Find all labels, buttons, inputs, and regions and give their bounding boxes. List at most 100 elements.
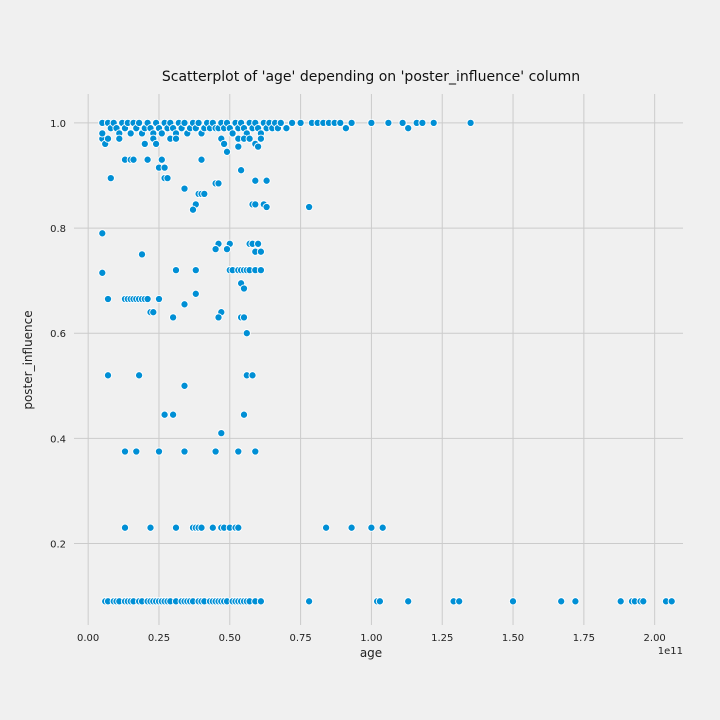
data-point [157, 155, 166, 164]
data-point [132, 447, 141, 456]
data-point [157, 129, 166, 138]
data-point [248, 371, 257, 380]
data-point [103, 294, 113, 304]
data-point [106, 174, 115, 183]
data-point [262, 202, 271, 212]
data-point [137, 250, 147, 259]
y-tick-label: 0.8 [50, 224, 66, 235]
x-axis-label: age [360, 646, 382, 660]
plot-area [74, 94, 683, 625]
data-point [103, 371, 113, 380]
data-point [103, 134, 113, 143]
x-tick-label: 1.00 [360, 633, 382, 644]
data-point [135, 371, 144, 380]
data-point [288, 118, 297, 127]
y-tick-label: 0.2 [50, 540, 66, 551]
data-point [262, 176, 271, 185]
data-point [171, 266, 181, 275]
data-point [129, 155, 138, 164]
x-tick-label: 0.25 [148, 633, 170, 644]
x-tick-label: 1.25 [431, 633, 453, 644]
data-point [120, 523, 130, 532]
data-point [322, 523, 331, 532]
data-point [211, 447, 220, 456]
y-axis-label: poster_influence [21, 310, 35, 409]
data-point [169, 313, 178, 322]
data-point [251, 176, 260, 185]
y-tick-label: 0.4 [50, 434, 66, 445]
data-point [98, 229, 107, 238]
data-point [256, 247, 265, 256]
x-tick-label: 1.75 [573, 633, 595, 644]
data-point [214, 179, 223, 188]
data-point [245, 134, 254, 143]
data-point [197, 523, 206, 532]
data-point [169, 410, 178, 419]
data-point [336, 118, 345, 127]
data-point [180, 184, 189, 193]
data-point [191, 289, 200, 298]
data-point [254, 239, 263, 248]
data-point [367, 523, 376, 532]
data-point [239, 410, 249, 419]
data-point [143, 294, 152, 304]
y-tick-label: 0.6 [50, 329, 66, 340]
data-point [234, 447, 243, 456]
data-point [367, 118, 376, 127]
data-point [341, 124, 350, 133]
data-point [256, 134, 265, 143]
data-point [466, 118, 475, 127]
data-point [163, 174, 172, 183]
data-point [140, 139, 149, 148]
data-point [154, 294, 164, 304]
data-point [171, 134, 181, 143]
data-point [143, 155, 152, 164]
data-point [305, 597, 314, 606]
data-point [228, 129, 237, 138]
chart-title: Scatterplot of 'age' depending on 'poste… [162, 69, 580, 85]
data-point [217, 429, 226, 438]
data-point [208, 523, 217, 532]
x-tick-label: 1.50 [502, 633, 524, 644]
data-point [126, 129, 135, 138]
data-point [455, 597, 464, 606]
data-point [98, 129, 107, 138]
data-point [197, 155, 206, 164]
data-point [194, 118, 203, 127]
data-point [254, 142, 263, 151]
data-point [135, 118, 144, 127]
data-point [347, 118, 356, 127]
data-point [160, 163, 169, 172]
data-point [251, 200, 260, 209]
data-point [282, 124, 291, 133]
data-point [211, 245, 220, 254]
data-point [667, 597, 676, 606]
data-point [571, 597, 580, 606]
data-point [115, 134, 124, 143]
data-point [251, 447, 260, 456]
data-point [180, 118, 189, 127]
data-point [239, 284, 249, 293]
data-point [557, 597, 566, 606]
y-tick-label: 1.0 [50, 119, 66, 130]
data-point [222, 147, 232, 156]
data-point [120, 447, 130, 456]
data-point [384, 118, 393, 127]
x-tick-label: 2.00 [644, 633, 666, 644]
data-point [508, 597, 518, 606]
data-point [188, 205, 198, 214]
data-point [639, 597, 648, 606]
data-point [220, 139, 229, 148]
data-point [234, 523, 243, 532]
x-tick-label: 0.75 [289, 633, 311, 644]
data-point [256, 597, 265, 606]
data-point [404, 124, 413, 133]
data-point [152, 139, 161, 148]
data-point [242, 329, 251, 338]
data-point [171, 523, 181, 532]
data-point [222, 245, 232, 254]
x-offset-label: 1e11 [658, 646, 683, 657]
data-point [347, 523, 356, 532]
data-point [146, 523, 155, 532]
